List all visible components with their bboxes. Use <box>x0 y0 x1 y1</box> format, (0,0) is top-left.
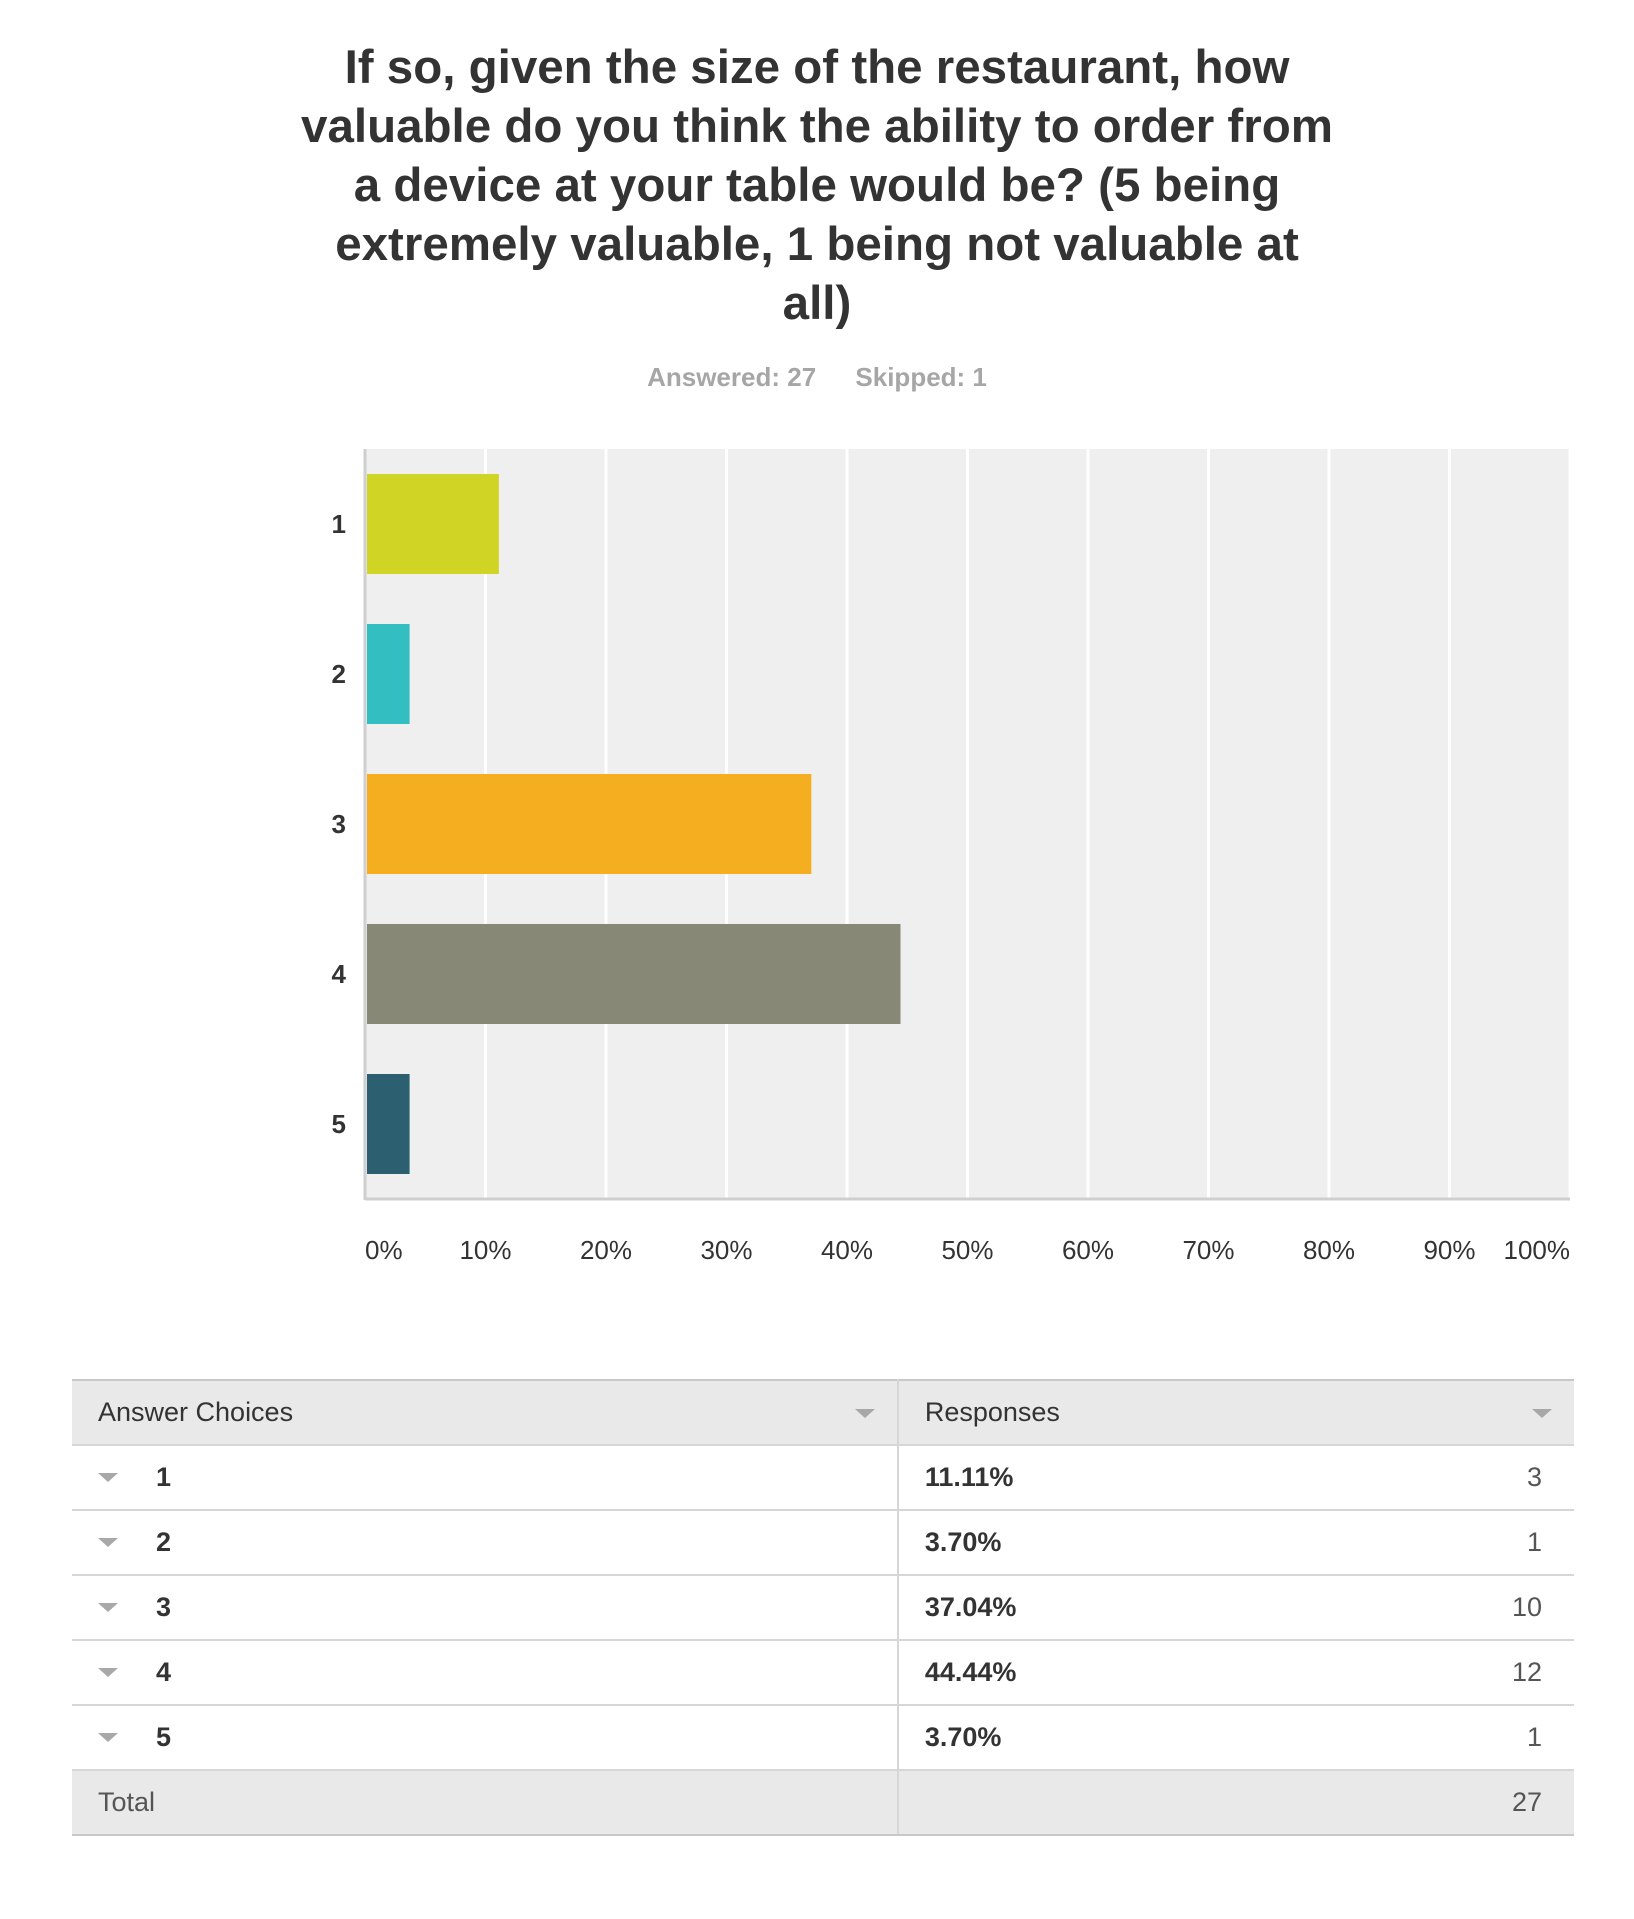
y-tick-label: 3 <box>332 809 346 839</box>
expand-chevron-down-icon[interactable] <box>98 1538 118 1547</box>
answer-choice: 3 <box>156 1592 172 1622</box>
total-label: Total <box>98 1787 156 1817</box>
skipped-count: Skipped: 1 <box>855 362 987 392</box>
responses-table: Answer Choices Responses 1 11.11% 3 <box>72 1379 1574 1836</box>
table-row: 4 44.44% 12 <box>72 1640 1574 1706</box>
expand-chevron-down-icon[interactable] <box>98 1668 118 1677</box>
answer-choices-header-label: Answer Choices <box>98 1397 294 1427</box>
sort-chevron-down-icon[interactable] <box>854 1408 875 1418</box>
bar <box>367 474 499 574</box>
x-tick-label: 50% <box>941 1235 993 1265</box>
x-tick-label: 10% <box>459 1235 511 1265</box>
table-row: 1 11.11% 3 <box>72 1445 1574 1511</box>
responses-header-label: Responses <box>924 1397 1060 1427</box>
table-row: 3 37.04% 10 <box>72 1575 1574 1641</box>
x-tick-label: 100% <box>1504 1235 1571 1265</box>
response-count: 1 <box>1526 1527 1542 1557</box>
bar <box>367 924 901 1024</box>
response-percent: 44.44% <box>924 1657 1017 1687</box>
question-title: If so, given the size of the restaurant,… <box>301 41 1333 330</box>
bar <box>367 624 410 724</box>
response-count: 10 <box>1511 1592 1542 1622</box>
response-percent: 3.70% <box>924 1722 1002 1752</box>
response-count: 1 <box>1526 1722 1542 1752</box>
bar <box>367 1074 410 1174</box>
y-tick-label: 2 <box>332 659 346 689</box>
total-count: 27 <box>1511 1787 1542 1817</box>
y-tick-label: 4 <box>332 959 347 989</box>
total-row: Total 27 <box>72 1770 1574 1836</box>
responses-header[interactable]: Responses <box>897 1379 1574 1446</box>
table-row: 5 3.70% 1 <box>72 1705 1574 1771</box>
x-tick-label: 40% <box>821 1235 873 1265</box>
y-tick-label: 1 <box>332 509 346 539</box>
x-tick-label: 30% <box>700 1235 752 1265</box>
response-summary: Answered: 27 Skipped: 1 <box>0 362 1634 393</box>
answer-choice: 4 <box>156 1657 172 1687</box>
bar <box>367 774 812 874</box>
response-count: 3 <box>1526 1462 1542 1492</box>
answer-choice: 2 <box>156 1527 172 1557</box>
expand-chevron-down-icon[interactable] <box>98 1733 118 1742</box>
x-tick-label: 90% <box>1423 1235 1475 1265</box>
expand-chevron-down-icon[interactable] <box>98 1603 118 1612</box>
response-percent: 37.04% <box>924 1592 1017 1622</box>
x-tick-label: 0% <box>365 1235 403 1265</box>
x-tick-label: 70% <box>1182 1235 1234 1265</box>
answer-choice: 1 <box>156 1462 172 1492</box>
response-count: 12 <box>1511 1657 1542 1687</box>
table-header-row: Answer Choices Responses <box>72 1379 1574 1446</box>
answer-choices-header[interactable]: Answer Choices <box>72 1379 899 1446</box>
y-tick-label: 5 <box>332 1109 346 1139</box>
response-percent: 11.11% <box>924 1462 1014 1492</box>
x-tick-label: 60% <box>1062 1235 1114 1265</box>
expand-chevron-down-icon[interactable] <box>98 1473 118 1482</box>
x-tick-label: 80% <box>1303 1235 1355 1265</box>
sort-chevron-down-icon[interactable] <box>1532 1408 1552 1418</box>
answered-count: Answered: 27 <box>647 362 817 392</box>
answer-choice: 5 <box>156 1722 172 1752</box>
response-percent: 3.70% <box>924 1527 1002 1557</box>
table-row: 2 3.70% 1 <box>72 1510 1574 1576</box>
x-tick-label: 20% <box>580 1235 632 1265</box>
